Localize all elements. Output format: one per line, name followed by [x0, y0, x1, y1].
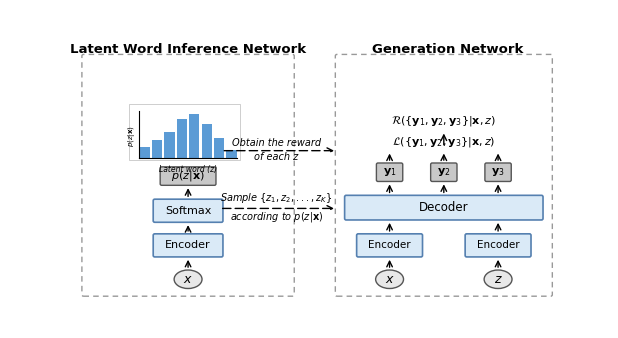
FancyBboxPatch shape: [485, 163, 511, 182]
Text: according to $p(z|\mathbf{x})$: according to $p(z|\mathbf{x})$: [230, 210, 323, 224]
Bar: [226, 150, 237, 159]
Text: $\mathbf{y}_2$: $\mathbf{y}_2$: [437, 166, 451, 178]
Text: $\mathcal{L}(\{\mathbf{y}_1, \mathbf{y}_2, \mathbf{y}_3\}|\mathbf{x}, z)$: $\mathcal{L}(\{\mathbf{y}_1, \mathbf{y}_…: [392, 135, 496, 149]
Text: of each z: of each z: [254, 152, 298, 162]
Ellipse shape: [376, 270, 404, 289]
Text: Generation Network: Generation Network: [372, 43, 523, 56]
FancyBboxPatch shape: [357, 234, 423, 257]
Text: $\mathcal{R}(\{\mathbf{y}_1, \mathbf{y}_2, \mathbf{y}_3\}|\mathbf{x}, z)$: $\mathcal{R}(\{\mathbf{y}_1, \mathbf{y}_…: [391, 114, 496, 127]
Ellipse shape: [174, 270, 202, 289]
Bar: [129, 104, 240, 160]
Text: Encoder: Encoder: [476, 240, 519, 250]
Bar: [152, 140, 162, 159]
Bar: [140, 147, 150, 159]
Text: $\mathbf{y}_1$: $\mathbf{y}_1$: [383, 166, 396, 178]
Text: Latent word (z): Latent word (z): [159, 165, 217, 174]
FancyBboxPatch shape: [153, 199, 223, 222]
Text: Sample $\{z_1, z_2, ..., z_K\}$: Sample $\{z_1, z_2, ..., z_K\}$: [220, 191, 332, 206]
Text: $\mathbf{y}_3$: $\mathbf{y}_3$: [491, 166, 505, 178]
FancyBboxPatch shape: [160, 167, 216, 185]
Text: Softmax: Softmax: [165, 206, 211, 216]
Text: Encoder: Encoder: [165, 240, 211, 250]
FancyBboxPatch shape: [376, 163, 403, 182]
Text: Decoder: Decoder: [419, 201, 468, 214]
FancyBboxPatch shape: [431, 163, 457, 182]
Ellipse shape: [484, 270, 512, 289]
Bar: [164, 132, 174, 159]
Text: $\mathit{x}$: $\mathit{x}$: [384, 273, 394, 286]
Bar: [201, 123, 212, 159]
Text: $p(z|\mathbf{x})$: $p(z|\mathbf{x})$: [127, 125, 137, 147]
Text: $\mathit{z}$: $\mathit{z}$: [494, 273, 502, 286]
FancyBboxPatch shape: [465, 234, 531, 257]
Bar: [189, 114, 200, 159]
Text: Latent Word Inference Network: Latent Word Inference Network: [70, 43, 306, 56]
Text: $p(z|\mathbf{x})$: $p(z|\mathbf{x})$: [171, 169, 205, 183]
Bar: [177, 119, 187, 159]
Text: Obtain the reward: Obtain the reward: [232, 138, 321, 148]
Bar: [214, 138, 224, 159]
Text: Encoder: Encoder: [368, 240, 411, 250]
Text: $\mathit{x}$: $\mathit{x}$: [183, 273, 193, 286]
FancyBboxPatch shape: [153, 234, 223, 257]
FancyBboxPatch shape: [345, 195, 543, 220]
